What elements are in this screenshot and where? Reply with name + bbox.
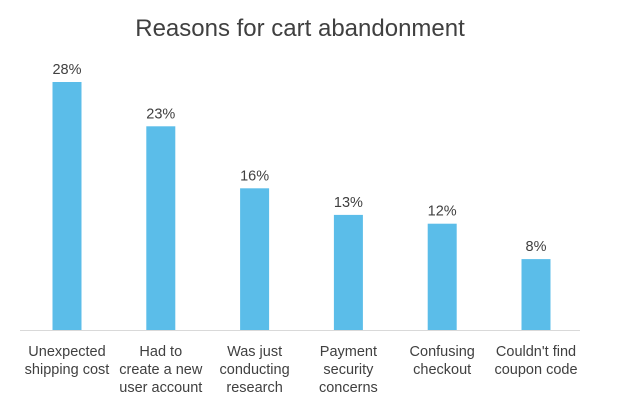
- tick-label-line: Couldn't find: [496, 344, 576, 360]
- tick-label-2: Was just conducting research: [220, 344, 290, 396]
- tick-label-line: Was just: [227, 344, 282, 360]
- tick-label-3: Payment security concerns: [319, 344, 378, 396]
- tick-label-line: Unexpected: [28, 344, 105, 360]
- bar-5: [521, 259, 551, 330]
- tick-label-line: coupon code: [494, 362, 577, 378]
- tick-label-line: conducting: [220, 362, 290, 378]
- bar-2: [240, 188, 270, 330]
- data-label-0: 28%: [52, 62, 81, 78]
- data-label-4: 12%: [428, 204, 457, 220]
- tick-label-line: shipping cost: [25, 362, 110, 378]
- bars-group: [52, 82, 551, 330]
- tick-label-line: Confusing: [410, 344, 475, 360]
- tick-label-0: Unexpected shipping cost: [25, 344, 110, 378]
- tick-label-line: create a new: [119, 362, 203, 378]
- tick-label-line: Had to: [139, 344, 182, 360]
- tick-labels-group: Unexpected shipping cost Had to create a ne…: [25, 344, 578, 396]
- data-label-1: 23%: [146, 106, 175, 122]
- chart-title: Reasons for cart abandonment: [135, 15, 465, 42]
- bar-0: [52, 82, 82, 330]
- tick-label-line: security: [323, 362, 374, 378]
- tick-label-line: concerns: [319, 380, 378, 396]
- bar-1: [146, 126, 176, 330]
- tick-label-line: user account: [119, 380, 202, 396]
- bar-3: [333, 214, 363, 330]
- tick-label-4: Confusing checkout: [410, 344, 475, 378]
- data-label-5: 8%: [526, 239, 547, 255]
- tick-label-5: Couldn't find coupon code: [494, 344, 577, 378]
- tick-label-1: Had to create a new user account: [119, 344, 203, 396]
- data-label-3: 13%: [334, 195, 363, 211]
- tick-label-line: Payment: [320, 344, 377, 360]
- bar-4: [427, 223, 457, 330]
- data-label-2: 16%: [240, 168, 269, 184]
- tick-label-line: research: [226, 380, 282, 396]
- data-labels-group: 28% 23% 16% 13% 12% 8%: [52, 62, 546, 255]
- tick-label-line: checkout: [413, 362, 471, 378]
